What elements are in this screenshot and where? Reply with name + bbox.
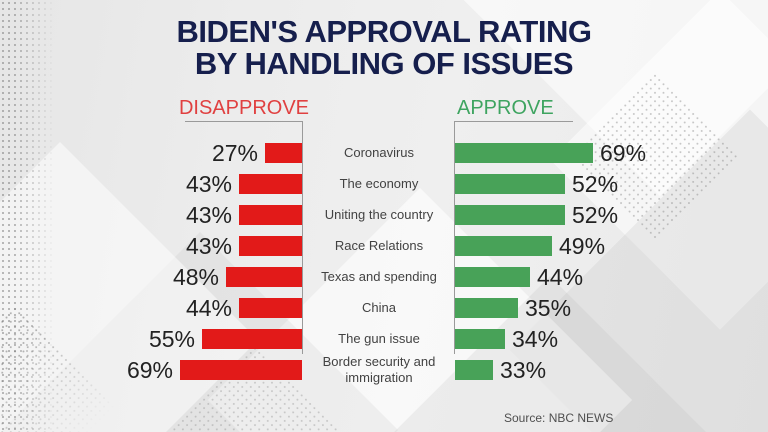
chart-row: 69% Border security and immigration 33% xyxy=(0,354,768,385)
disapprove-column-header: DISAPPROVE xyxy=(178,97,310,119)
approve-value-label: 35% xyxy=(525,295,572,321)
chart-title-line-2: BY HANDLING OF ISSUES xyxy=(194,46,574,81)
approve-value-label: 49% xyxy=(559,233,606,259)
approve-value-label: 44% xyxy=(537,264,584,290)
disapprove-value-label: 43% xyxy=(185,202,232,228)
category-label: The economy xyxy=(339,176,419,191)
chart-row: 43% Race Relations 49% xyxy=(0,233,768,259)
disapprove-value-label: 55% xyxy=(148,326,195,352)
approve-value-label: 34% xyxy=(512,326,559,352)
disapprove-bar xyxy=(180,360,302,380)
disapprove-bar xyxy=(202,329,302,349)
approve-value-label: 52% xyxy=(572,171,619,197)
approve-bar xyxy=(455,298,518,318)
disapprove-bar xyxy=(265,143,302,163)
disapprove-bar xyxy=(239,298,302,318)
disapprove-bar xyxy=(239,205,302,225)
disapprove-value-label: 27% xyxy=(211,140,258,166)
approve-bar xyxy=(455,143,593,163)
category-label: Uniting the country xyxy=(324,207,434,222)
category-label: China xyxy=(362,300,396,315)
disapprove-value-label: 69% xyxy=(126,357,173,383)
category-label: Coronavirus xyxy=(343,145,415,160)
chart-row: 27% Coronavirus 69% xyxy=(0,140,768,166)
disapprove-bar xyxy=(239,236,302,256)
chart-title-line-1: BIDEN'S APPROVAL RATING xyxy=(176,14,592,49)
approve-bar xyxy=(455,329,505,349)
approve-bar xyxy=(455,174,565,194)
disapprove-bar xyxy=(239,174,302,194)
disapprove-value-label: 43% xyxy=(185,171,232,197)
category-label: The gun issue xyxy=(338,331,420,346)
approve-value-label: 33% xyxy=(500,357,547,383)
approve-bar xyxy=(455,267,530,287)
approve-column-frame xyxy=(454,121,573,354)
approve-value-label: 52% xyxy=(572,202,619,228)
approve-bar xyxy=(455,360,493,380)
approve-column-header: APPROVE xyxy=(457,97,554,119)
disapprove-column-frame xyxy=(185,121,303,354)
disapprove-value-label: 44% xyxy=(185,295,232,321)
approve-bar xyxy=(455,205,565,225)
chart-row: 43% Uniting the country 52% xyxy=(0,202,768,228)
category-label: Race Relations xyxy=(334,238,424,253)
disapprove-value-label: 43% xyxy=(185,233,232,259)
chart-row: 55% The gun issue 34% xyxy=(0,326,768,352)
disapprove-value-label: 48% xyxy=(172,264,219,290)
approve-bar xyxy=(455,236,552,256)
source-credit: Source: NBC NEWS xyxy=(504,411,614,425)
category-label: Texas and spending xyxy=(321,269,437,284)
disapprove-bar xyxy=(226,267,302,287)
chart-row: 43% The economy 52% xyxy=(0,171,768,197)
category-label: Border security and immigration xyxy=(322,354,436,385)
chart-row: 44% China 35% xyxy=(0,295,768,321)
approve-value-label: 69% xyxy=(600,140,647,166)
chart-row: 48% Texas and spending 44% xyxy=(0,264,768,290)
